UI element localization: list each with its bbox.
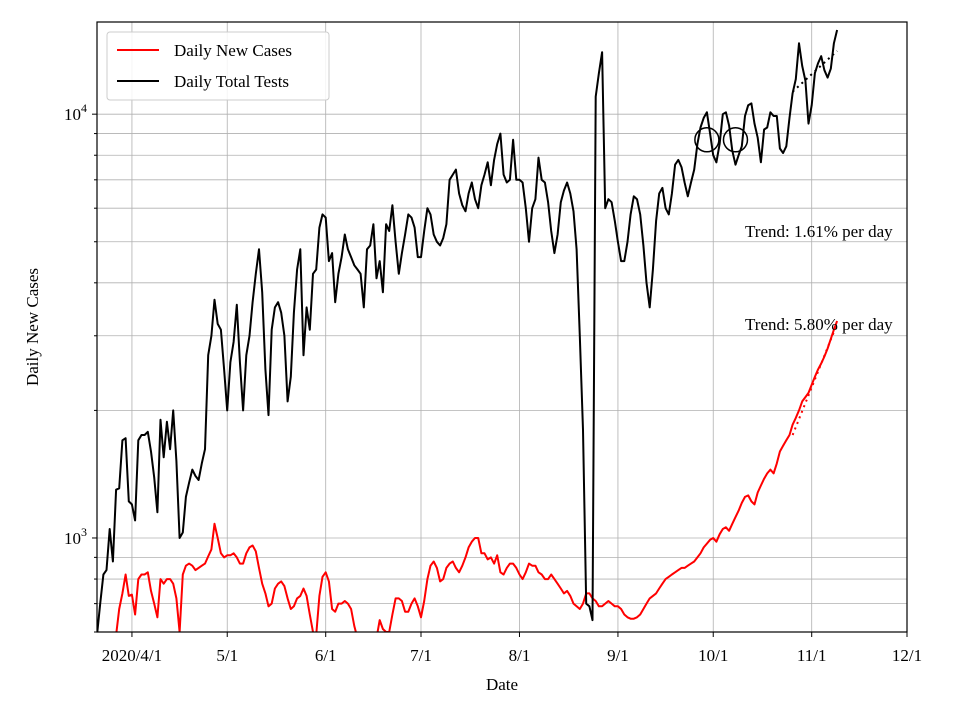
y-tick-label: 104 <box>64 101 87 124</box>
legend: Daily New Cases Daily Total Tests <box>106 31 330 101</box>
y-axis: 103 104 <box>64 101 97 633</box>
x-tick-label: 7/1 <box>410 646 432 665</box>
x-tick-label: 2020/4/1 <box>102 646 162 665</box>
x-axis-label: Date <box>486 675 518 694</box>
trend-annotations: Trend: 1.61% per day Trend: 5.80% per day <box>745 222 893 334</box>
daily-new-cases-line <box>115 320 839 632</box>
x-tick-label: 9/1 <box>607 646 629 665</box>
x-tick-label: 11/1 <box>797 646 827 665</box>
x-tick-label: 8/1 <box>509 646 531 665</box>
open-circle-marker <box>694 127 720 153</box>
series-lines <box>97 29 839 632</box>
daily-total-tests-line <box>97 29 839 632</box>
y-tick-label: 103 <box>64 525 87 548</box>
x-tick-label: 12/1 <box>892 646 922 665</box>
y-axis-label: Daily New Cases <box>23 268 42 386</box>
legend-label: Daily Total Tests <box>174 72 289 91</box>
legend-label: Daily New Cases <box>174 41 292 60</box>
plot-frame <box>96 21 908 633</box>
trend-annotation: Trend: 1.61% per day <box>745 222 893 241</box>
trend-line <box>791 323 839 436</box>
open-circle-marker <box>722 127 749 153</box>
legend-box <box>106 31 330 101</box>
markers <box>694 127 749 153</box>
x-tick-label: 10/1 <box>698 646 728 665</box>
trend-annotation: Trend: 5.80% per day <box>745 315 893 334</box>
x-axis: 2020/4/1 5/1 6/1 7/1 8/1 9/1 10/1 11/1 12/1 <box>102 632 922 665</box>
x-tick-label: 5/1 <box>216 646 238 665</box>
x-tick-label: 6/1 <box>315 646 337 665</box>
